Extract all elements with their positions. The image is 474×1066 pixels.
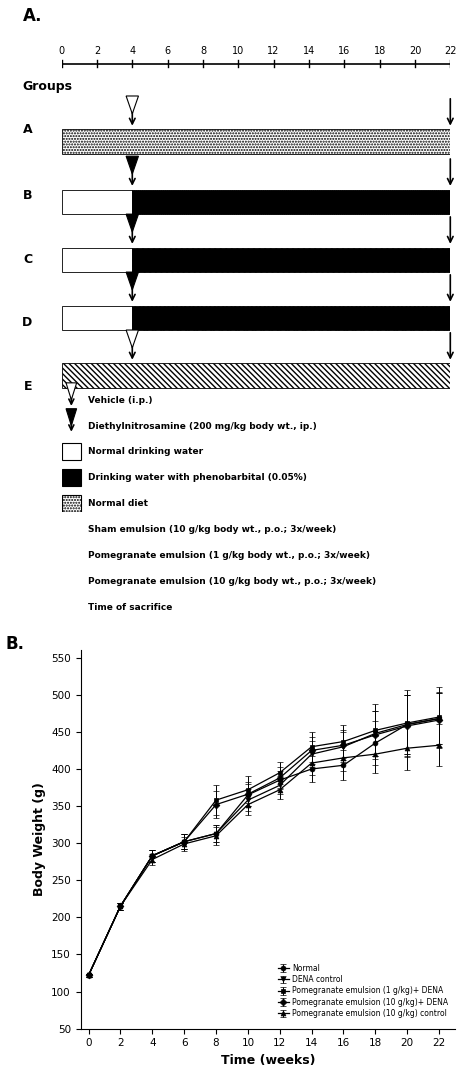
Text: 16: 16 [338, 46, 350, 55]
Text: B: B [23, 189, 32, 201]
Legend: Normal, DENA control, Pomegranate emulsion (1 g/kg)+ DENA, Pomegranate emulsion : Normal, DENA control, Pomegranate emulsi… [274, 960, 451, 1021]
Bar [132, 247, 450, 272]
Text: Groups: Groups [23, 80, 73, 93]
Text: A.: A. [23, 6, 42, 25]
Y-axis label: Body Weight (g): Body Weight (g) [33, 782, 46, 897]
Bar [62, 469, 81, 486]
Text: 12: 12 [267, 46, 280, 55]
Text: Time of sacrifice: Time of sacrifice [88, 602, 173, 612]
Text: Pomegranate emulsion (1 g/kg body wt., p.o.; 3x/week): Pomegranate emulsion (1 g/kg body wt., p… [88, 551, 370, 560]
Text: 2: 2 [94, 46, 100, 55]
Text: 6: 6 [164, 46, 171, 55]
Text: D: D [22, 317, 32, 329]
Text: Normal diet: Normal diet [88, 499, 148, 508]
Polygon shape [66, 408, 77, 425]
Text: Drinking water with phenobarbital (0.05%): Drinking water with phenobarbital (0.05%… [88, 473, 307, 482]
Text: 18: 18 [374, 46, 386, 55]
Polygon shape [126, 330, 138, 348]
Text: 14: 14 [303, 46, 315, 55]
Text: 10: 10 [232, 46, 245, 55]
Polygon shape [126, 157, 138, 174]
Bar [62, 572, 81, 589]
Bar [132, 190, 450, 214]
Bar [62, 443, 81, 461]
Text: B.: B. [6, 635, 25, 653]
Text: Weeks: Weeks [228, 0, 284, 2]
Bar [62, 547, 81, 564]
Bar [62, 129, 450, 154]
Text: Normal drinking water: Normal drinking water [88, 448, 203, 456]
Bar [62, 247, 132, 272]
Text: 0: 0 [59, 46, 64, 55]
Bar [132, 306, 450, 330]
Text: A: A [23, 123, 32, 135]
Text: 22: 22 [444, 46, 456, 55]
Bar [62, 306, 132, 330]
Polygon shape [126, 272, 138, 290]
Polygon shape [66, 383, 77, 400]
Bar [62, 496, 81, 512]
Text: E: E [24, 381, 32, 393]
Polygon shape [126, 214, 138, 232]
Text: Vehicle (i.p.): Vehicle (i.p.) [88, 395, 153, 405]
Text: Sham emulsion (10 g/kg body wt., p.o.; 3x/week): Sham emulsion (10 g/kg body wt., p.o.; 3… [88, 526, 337, 534]
Text: 8: 8 [200, 46, 206, 55]
Text: Pomegranate emulsion (10 g/kg body wt., p.o.; 3x/week): Pomegranate emulsion (10 g/kg body wt., … [88, 577, 376, 585]
Text: 4: 4 [129, 46, 136, 55]
Text: 20: 20 [409, 46, 421, 55]
X-axis label: Time (weeks): Time (weeks) [220, 1054, 315, 1066]
Polygon shape [126, 96, 138, 114]
Bar [62, 364, 450, 388]
Bar [62, 521, 81, 538]
Bar [62, 190, 132, 214]
Text: C: C [23, 253, 32, 265]
Text: Diethylnitrosamine (200 mg/kg body wt., ip.): Diethylnitrosamine (200 mg/kg body wt., … [88, 421, 317, 431]
